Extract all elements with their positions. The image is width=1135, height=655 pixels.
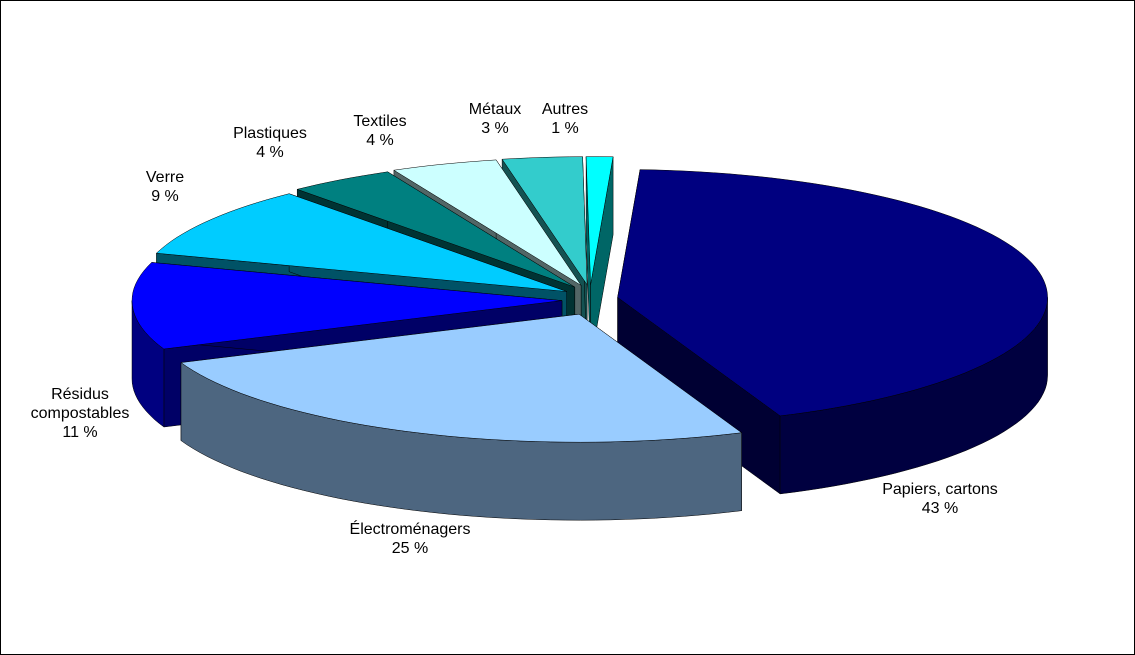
value-label: 25 % <box>391 540 429 557</box>
value-label: 1 % <box>551 120 579 137</box>
value-label: 11 % <box>62 424 98 441</box>
slice-top <box>617 169 1048 417</box>
value-label: 9 % <box>151 188 179 205</box>
slice-top <box>393 159 582 286</box>
category-label: Textiles <box>353 113 407 130</box>
slice-label: Plastiques 4 % <box>195 124 345 162</box>
slice-label: Résidus compostables 11 % <box>20 385 140 442</box>
category-label: Verre <box>145 169 185 186</box>
value-label: 43 % <box>921 500 959 517</box>
value-label: 4 % <box>366 132 394 149</box>
category-label: Plastiques <box>233 125 307 142</box>
category-label: Électroménagers <box>349 521 471 538</box>
slice-label: Papiers, cartons 43 % <box>865 480 1015 518</box>
slice-top <box>501 156 588 286</box>
category-label: Métaux <box>468 101 522 118</box>
value-label: 3 % <box>481 120 509 137</box>
slice-label: Autres 1 % <box>535 100 595 138</box>
slice-label: Électroménagers 25 % <box>335 520 485 558</box>
category-label: Papiers, cartons <box>882 481 998 498</box>
slice-top <box>585 156 614 285</box>
slice-label: Textiles 4 % <box>305 112 455 150</box>
slice-top <box>180 313 743 443</box>
slice-label: Verre 9 % <box>90 168 240 206</box>
slice-top <box>296 171 575 288</box>
category-label: Autres <box>541 101 589 118</box>
slice-label: Métaux 3 % <box>465 100 525 138</box>
slice-top <box>131 262 563 350</box>
value-label: 4 % <box>256 144 284 161</box>
slice-top <box>155 193 567 292</box>
category-label: Résidus compostables <box>30 386 130 422</box>
